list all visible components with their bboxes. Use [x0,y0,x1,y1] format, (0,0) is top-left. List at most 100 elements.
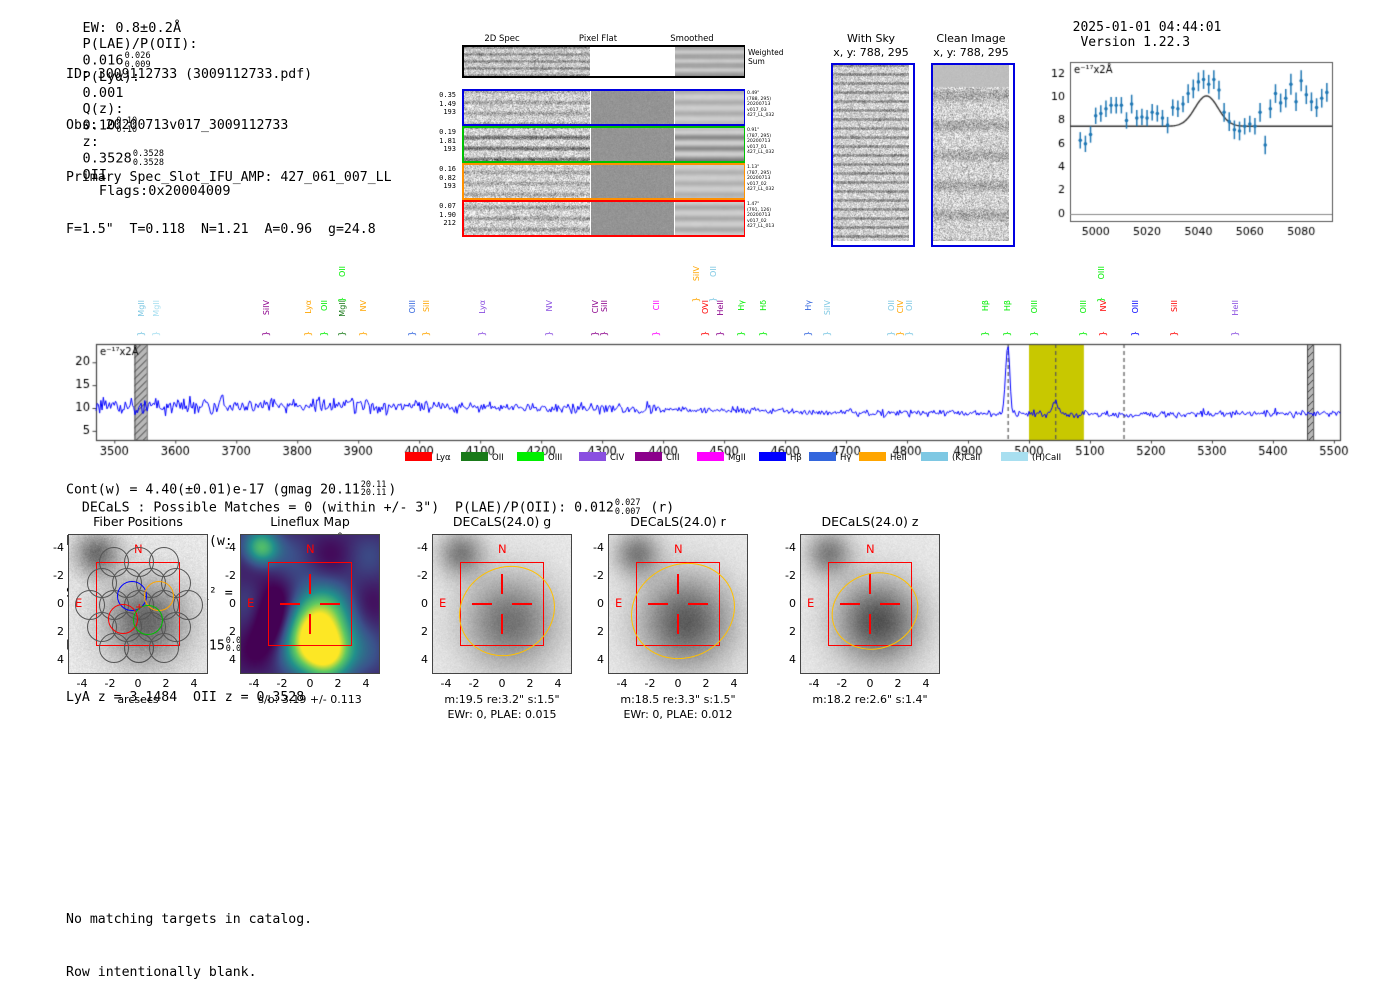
spec2d-mosaic: 2D Spec Pixel Flat Smoothed [462,34,752,249]
panel-ytick: -4 [785,541,796,554]
aperture-box [828,562,912,646]
legend-item: MgII [697,452,746,463]
panel-ytick: -4 [53,541,64,554]
emission-line-label: SiII [600,300,610,313]
emission-line-label: OIII [1078,300,1088,314]
panel-image [608,534,748,674]
panel-ytick: 0 [597,597,604,610]
emission-line-brace: } [337,297,348,303]
panel-xtick: 2 [162,677,170,690]
weighted-sum-2dspec [464,47,590,76]
panel-image [800,534,940,674]
plae-poii-label: P(LAE)/P(OII): [82,36,198,52]
aperture-box [636,562,720,646]
panel-xtick: 4 [554,677,562,690]
param-id: ID: 3009112733 (3009112733.pdf) [66,66,313,82]
aperture-box [268,562,352,646]
fiber-left-values: 0.35 1.49 193 [439,91,456,117]
fiber-circle-highlight [133,605,163,635]
panel-ytick: -2 [417,569,428,582]
crosshair-segment [648,603,668,605]
emission-line-brace: } [652,331,663,337]
panel-title: Fiber Positions [93,514,183,529]
panel-ytick: -2 [53,569,64,582]
panel-xtick: -2 [104,677,116,690]
legend-item: Hγ [809,452,851,463]
emission-line-brace: } [478,331,489,337]
legend-swatch [809,452,836,461]
legend-swatch [579,452,606,461]
panel-ytick: 4 [421,653,428,666]
crosshair-segment [501,614,503,634]
panel-xtick: -2 [644,677,656,690]
legend-swatch [759,452,786,461]
fiber-row [462,200,745,237]
panel-caption-1: m:18.2 re:2.6" s:1.4" [812,693,928,706]
emission-line-label: OIII [408,300,418,314]
east-marker: E [807,596,815,610]
panel-title: DECaLS(24.0) r [630,514,726,529]
crosshair-segment [512,603,532,605]
crosshair-segment [309,574,311,594]
panel-ytick: 2 [57,625,64,638]
panel-ytick: -2 [785,569,796,582]
panel-caption-1: s/b: 3.19 +/- 0.113 [258,693,362,706]
legend-swatch [461,452,488,461]
panel-xtick: 2 [894,677,902,690]
north-marker: N [866,542,875,556]
north-marker: N [674,542,683,556]
fiber-right-info: 1.13" (787, 295) 20200713 v017_02 427_LL… [747,165,775,193]
panel-xtick: -2 [276,677,288,690]
emission-line-brace: } [421,331,432,337]
param-cont-w: Cont(w) = 4.40(±0.01)e-17 (gmag 20.11 20.… [66,479,397,499]
z-species: OII [82,167,108,183]
legend-item: CIII [635,452,679,463]
legend-label: CIII [666,453,680,463]
emission-line-label: OII [319,300,329,312]
emission-line-label: SiIV [691,266,701,282]
panel-xlabel: arcsecs [117,693,159,706]
fiber-pixelflat [591,202,674,235]
panel-xtick: 2 [526,677,534,690]
crosshair-segment [677,614,679,634]
param-redshifts: LyA z = 3.1484 OII z = 0.3528 [66,690,305,706]
fiber-pixelflat [591,165,674,198]
crosshair-segment [869,614,871,634]
fiber-smoothed [675,91,744,124]
fiber-smoothed [675,128,744,161]
emission-line-label: SiIV [261,300,271,316]
north-marker: N [498,542,507,556]
panel-caption-2: EWr: 0, PLAE: 0.015 [447,708,557,721]
col-title-smoothed: Smoothed [670,34,714,44]
emission-line-brace: } [337,331,348,337]
panel-ytick: 0 [421,597,428,610]
legend-swatch [921,452,948,461]
panel-xtick: 0 [866,677,874,690]
emission-line-label: Hβ [1002,300,1012,312]
cutout-title-clean: Clean Image [936,32,1006,45]
emission-line-label: Hγ [804,300,814,311]
panel-xtick: -4 [248,677,260,690]
weighted-sum-label: Weighted Sum [748,48,784,66]
panel-xtick: -4 [440,677,452,690]
panel-title: DECaLS(24.0) z [821,514,919,529]
cutout-title-with-sky: With Sky [847,32,895,45]
east-marker: E [247,596,255,610]
east-marker: E [615,596,623,610]
legend-label: CIV [610,453,625,463]
emission-line-label: NV [1099,300,1108,312]
panel-xtick: 0 [674,677,682,690]
panel-ytick: 2 [229,625,236,638]
emission-line-label: OII [337,266,347,278]
fiber-right-info: 0.49" (788, 295) 20200713 v017_03 427_LL… [747,91,775,119]
cutout-subtitle-with-sky: x, y: 788, 295 [833,46,909,59]
emission-line-brace: } [981,331,992,337]
emission-line-brace: } [822,331,833,337]
qz-uncertainty: 0.10 0.10 [116,116,138,135]
emission-line-brace: } [304,331,315,337]
fiber-2dspec [464,165,590,198]
panel-xtick: 2 [702,677,710,690]
panel-xtick: 4 [730,677,738,690]
aperture-box [460,562,544,646]
legend-label: HeII [890,453,907,463]
